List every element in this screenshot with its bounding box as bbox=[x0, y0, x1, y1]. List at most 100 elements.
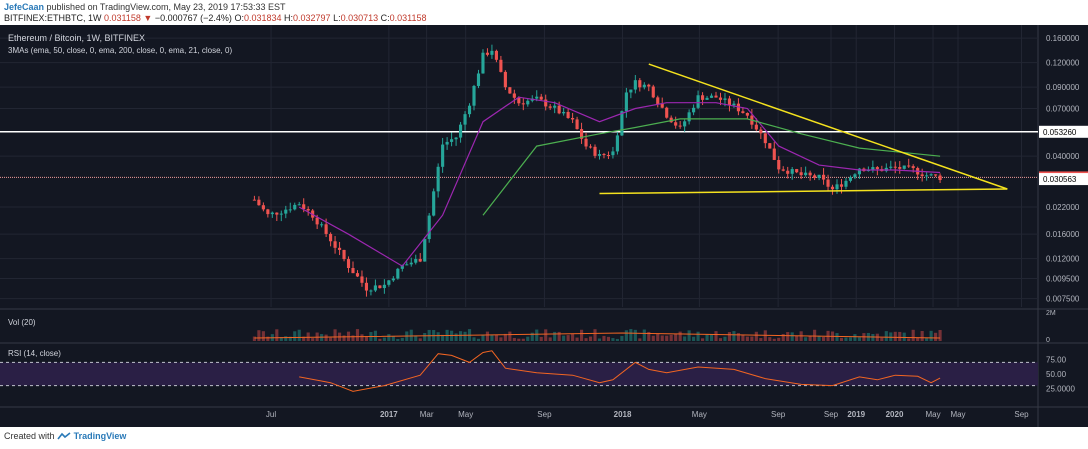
candle[interactable] bbox=[575, 119, 579, 130]
candle[interactable] bbox=[414, 259, 418, 263]
candle[interactable] bbox=[875, 167, 879, 170]
candle[interactable] bbox=[705, 97, 709, 100]
candle[interactable] bbox=[499, 59, 503, 72]
candle[interactable] bbox=[333, 241, 337, 248]
candle[interactable] bbox=[763, 133, 767, 144]
candle[interactable] bbox=[889, 166, 893, 168]
candle[interactable] bbox=[306, 209, 310, 211]
candle[interactable] bbox=[687, 112, 691, 122]
candle[interactable] bbox=[369, 290, 373, 292]
candle[interactable] bbox=[848, 177, 853, 181]
candle[interactable] bbox=[813, 175, 817, 178]
candle[interactable] bbox=[893, 166, 897, 168]
candle[interactable] bbox=[736, 103, 740, 112]
candle[interactable] bbox=[257, 199, 261, 206]
candle[interactable] bbox=[853, 174, 857, 178]
candle[interactable] bbox=[696, 95, 700, 108]
candle[interactable] bbox=[925, 175, 929, 177]
candle[interactable] bbox=[633, 80, 637, 90]
candle[interactable] bbox=[293, 204, 297, 210]
candle[interactable] bbox=[252, 199, 256, 201]
candle[interactable] bbox=[700, 95, 705, 100]
candle[interactable] bbox=[830, 186, 835, 190]
candle[interactable] bbox=[270, 212, 274, 215]
triangle-lower-line[interactable] bbox=[599, 188, 1008, 195]
candle[interactable] bbox=[584, 138, 588, 147]
candle[interactable] bbox=[521, 103, 525, 105]
candle[interactable] bbox=[920, 174, 924, 177]
candle[interactable] bbox=[373, 285, 377, 291]
candle[interactable] bbox=[709, 95, 714, 98]
candle[interactable] bbox=[351, 267, 355, 274]
candle[interactable] bbox=[678, 125, 682, 127]
candle[interactable] bbox=[476, 73, 481, 86]
candle[interactable] bbox=[517, 97, 521, 104]
candle[interactable] bbox=[674, 122, 678, 126]
candle[interactable] bbox=[329, 233, 333, 242]
candle[interactable] bbox=[821, 174, 826, 180]
candle[interactable] bbox=[606, 155, 611, 157]
candle[interactable] bbox=[458, 124, 463, 138]
triangle-upper-line[interactable] bbox=[648, 63, 1008, 190]
candle[interactable] bbox=[660, 104, 664, 108]
candle[interactable] bbox=[781, 169, 785, 171]
candle[interactable] bbox=[844, 180, 848, 187]
candle[interactable] bbox=[579, 129, 584, 139]
candle[interactable] bbox=[665, 107, 669, 118]
candle[interactable] bbox=[378, 285, 382, 289]
candle[interactable] bbox=[745, 112, 749, 116]
candle[interactable] bbox=[602, 154, 606, 156]
candle[interactable] bbox=[418, 259, 422, 262]
candle[interactable] bbox=[463, 114, 467, 125]
candle[interactable] bbox=[288, 209, 292, 211]
candle[interactable] bbox=[839, 184, 844, 187]
candle[interactable] bbox=[790, 169, 794, 174]
candle[interactable] bbox=[683, 121, 687, 127]
candle[interactable] bbox=[387, 280, 391, 285]
candle[interactable] bbox=[557, 105, 561, 114]
candle[interactable] bbox=[799, 172, 803, 176]
candle[interactable] bbox=[768, 143, 772, 149]
candle[interactable] bbox=[826, 179, 830, 187]
candle[interactable] bbox=[454, 137, 458, 140]
candle[interactable] bbox=[620, 111, 624, 136]
candle[interactable] bbox=[647, 84, 651, 87]
candle[interactable] bbox=[261, 205, 265, 210]
candle[interactable] bbox=[544, 99, 548, 107]
candle[interactable] bbox=[786, 170, 790, 174]
candle[interactable] bbox=[481, 52, 485, 74]
candle[interactable] bbox=[938, 175, 942, 181]
candle[interactable] bbox=[364, 282, 369, 291]
candle[interactable] bbox=[911, 166, 915, 169]
candle[interactable] bbox=[907, 165, 911, 167]
candle[interactable] bbox=[732, 103, 736, 106]
candle[interactable] bbox=[548, 106, 552, 108]
tradingview-chart[interactable]: Ethereum / Bitcoin, 1W, BITFINEX 3MAs (e… bbox=[0, 25, 1088, 427]
rsi-pane[interactable]: RSI (14, close) bbox=[0, 349, 1038, 392]
candle[interactable] bbox=[450, 139, 454, 142]
candle[interactable] bbox=[467, 105, 472, 115]
candle[interactable] bbox=[355, 273, 360, 277]
candle[interactable] bbox=[571, 117, 575, 120]
candle[interactable] bbox=[638, 80, 642, 88]
candle[interactable] bbox=[772, 148, 776, 160]
candle[interactable] bbox=[629, 89, 633, 93]
candle[interactable] bbox=[588, 146, 593, 148]
candle[interactable] bbox=[718, 97, 723, 100]
candle[interactable] bbox=[396, 268, 400, 279]
candle[interactable] bbox=[423, 239, 427, 262]
candle[interactable] bbox=[741, 111, 745, 113]
candle[interactable] bbox=[615, 135, 619, 152]
candle[interactable] bbox=[360, 276, 364, 283]
price-pane[interactable]: Ethereum / Bitcoin, 1W, BITFINEX 3MAs (e… bbox=[0, 33, 1038, 297]
candle[interactable] bbox=[808, 172, 812, 176]
candle[interactable] bbox=[656, 97, 660, 105]
candle[interactable] bbox=[929, 174, 933, 176]
rsi-line[interactable] bbox=[299, 350, 941, 392]
candle[interactable] bbox=[405, 264, 409, 266]
candle[interactable] bbox=[539, 96, 543, 100]
candle[interactable] bbox=[391, 278, 395, 281]
author-name[interactable]: JefeCaan bbox=[4, 2, 45, 12]
candle[interactable] bbox=[526, 100, 530, 105]
candle[interactable] bbox=[409, 262, 413, 265]
